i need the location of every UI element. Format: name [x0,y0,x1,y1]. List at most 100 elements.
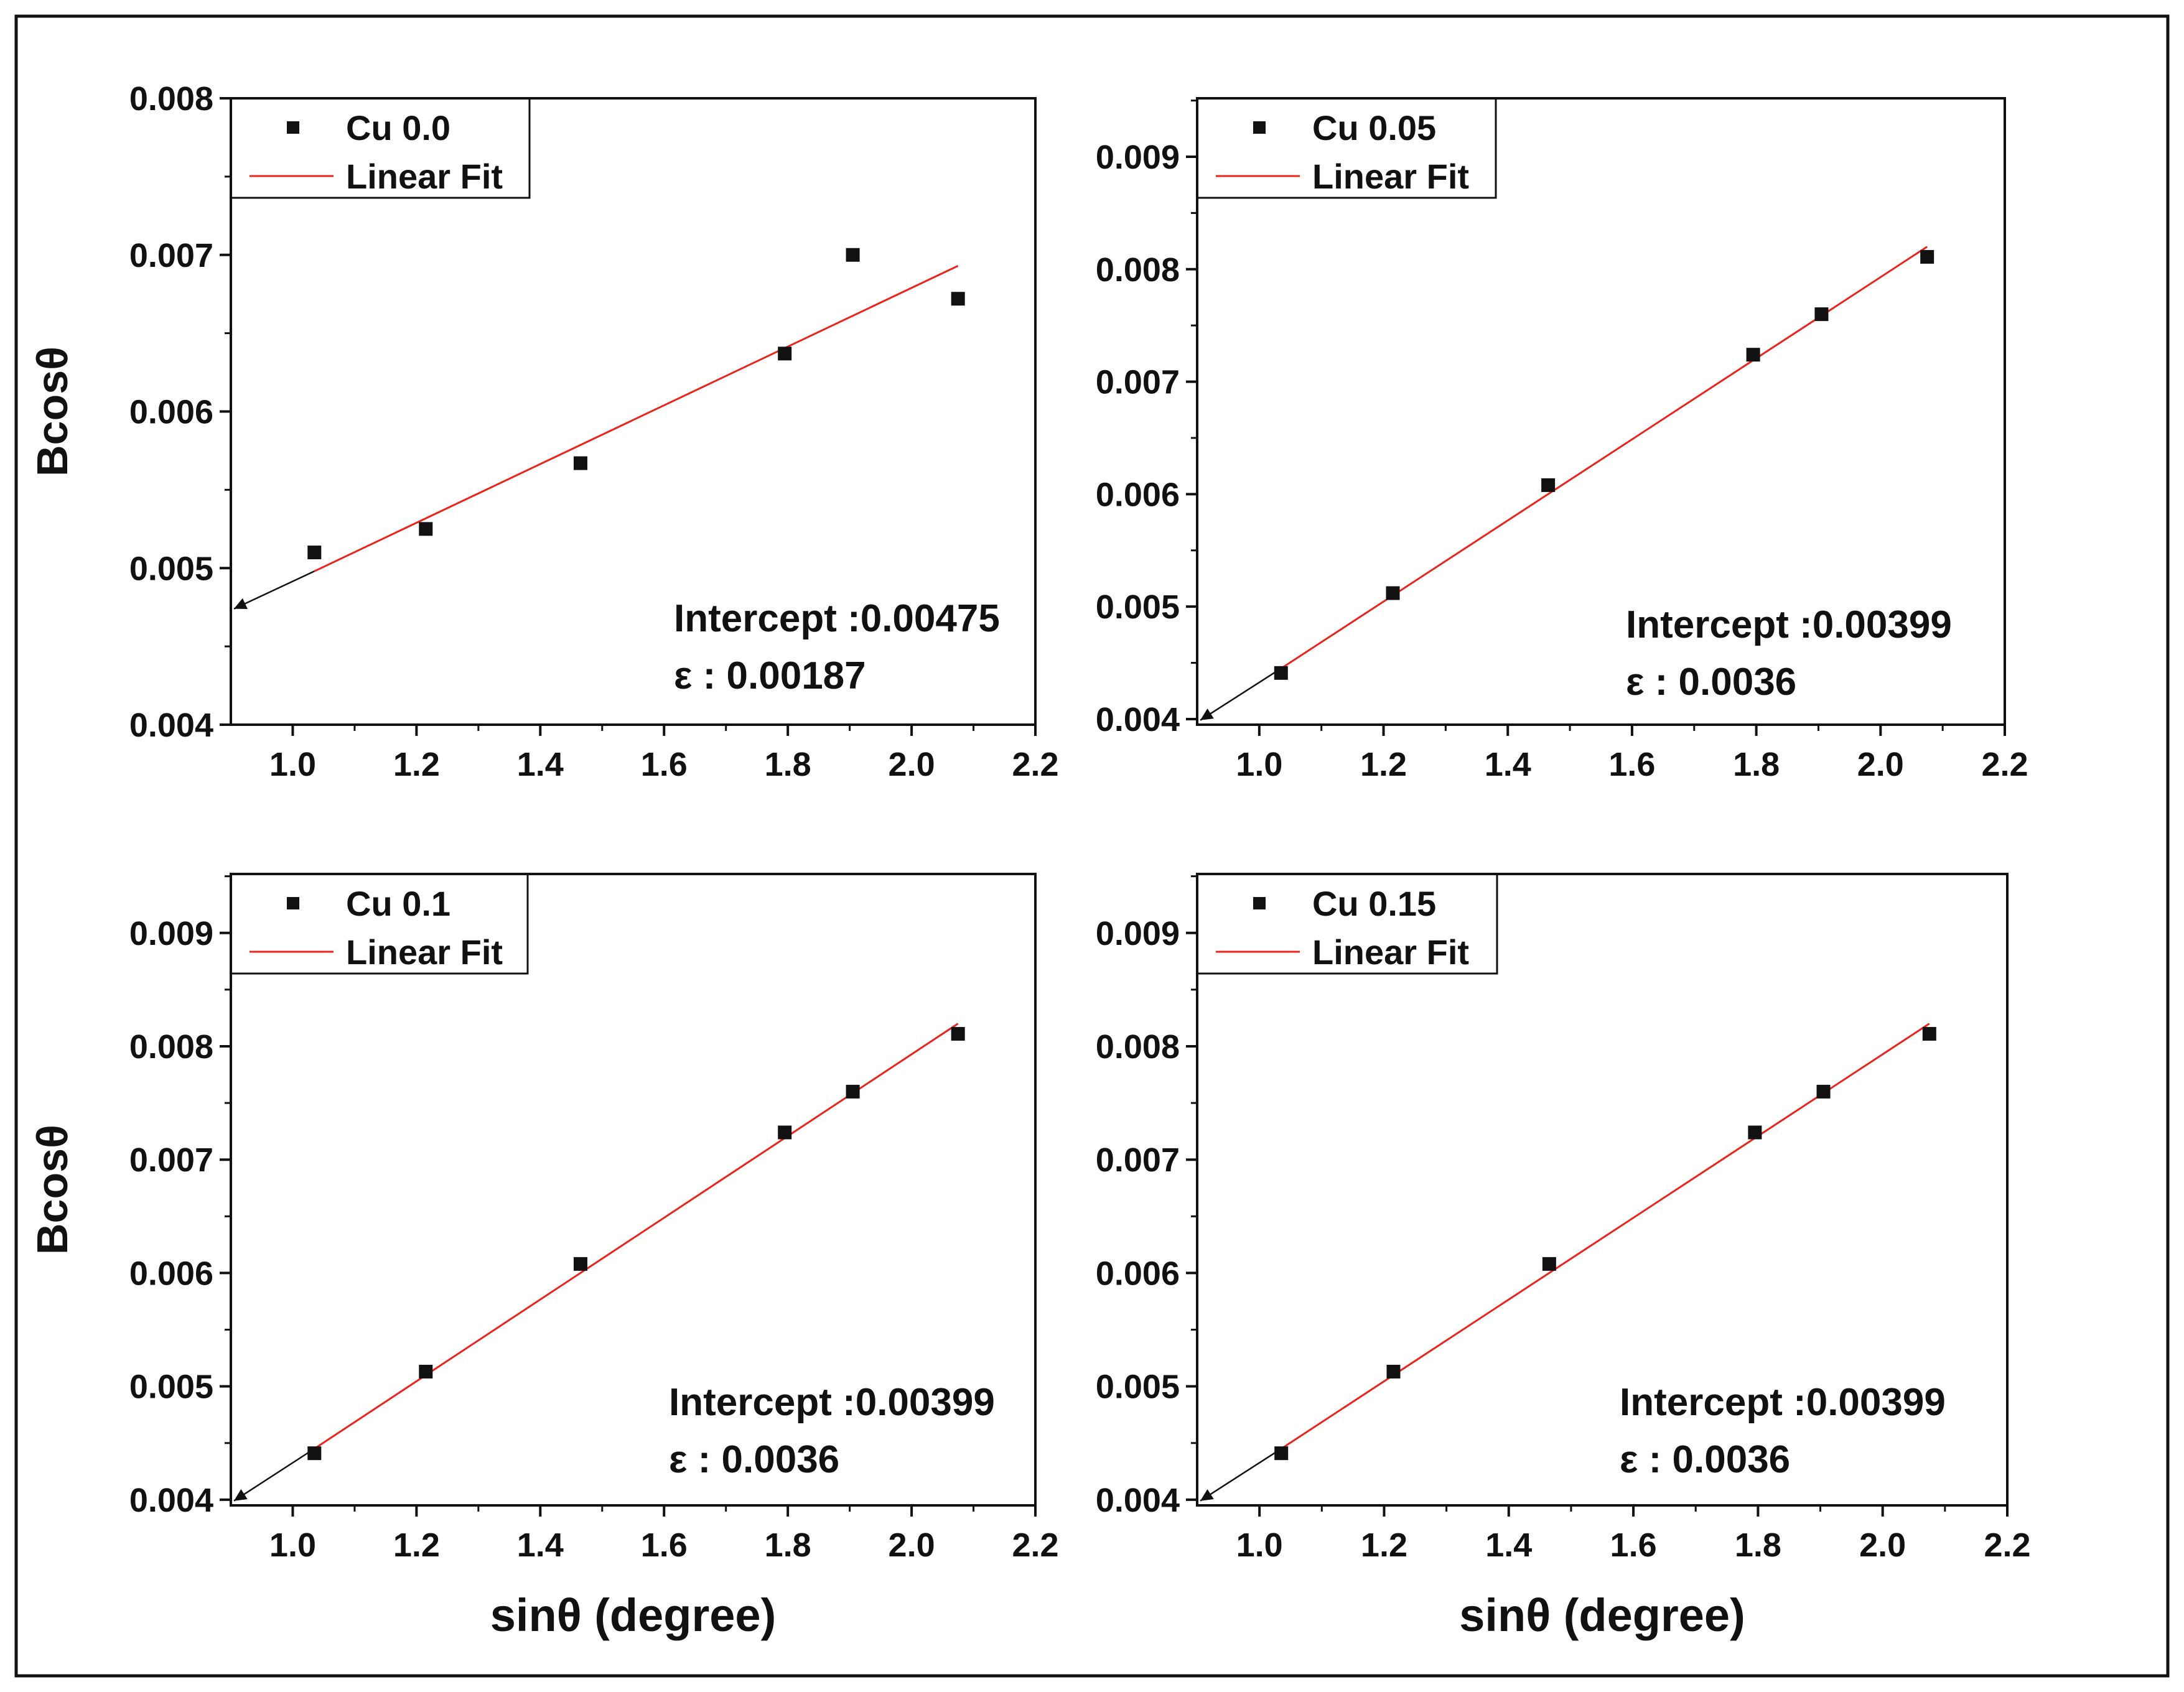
fit-line [314,265,959,572]
legend-frame [231,98,531,199]
data-point [1274,1446,1289,1461]
x-tick-label: 1.2 [393,1527,440,1564]
x-tick-label: 1.4 [1485,1527,1532,1564]
y-tick-label: 0.008 [129,80,213,118]
extrapolation-line [1200,667,1282,721]
extrapolation-arrowhead [233,598,248,609]
x-tick-label: 1.6 [1610,1527,1657,1564]
y-tick-label: 0.007 [129,1141,213,1179]
x-tick-label: 1.8 [765,1527,811,1564]
legend: Cu 0.05 Linear Fit [1197,98,1497,199]
y-tick-label: 0.008 [129,1028,213,1066]
y-tick-label: 0.008 [1096,1028,1180,1066]
y-tick-label: 0.007 [129,237,213,274]
data-point [307,546,322,560]
extrapolation-line [233,570,315,610]
data-point [307,1446,322,1461]
y-tick-label: 0.004 [129,1482,213,1519]
strain-annotation: ε : 0.0036 [669,1438,839,1481]
data-point [1274,666,1288,680]
data-point [1814,307,1829,322]
intercept-annotation: Intercept :0.00399 [1620,1381,1946,1424]
x-tick-label: 1.0 [1236,746,1282,783]
y-tick-label: 0.009 [129,915,213,952]
legend-fit-label: Linear Fit [1312,157,1469,196]
data-point [778,346,792,361]
legend: Cu 0.1 Linear Fit [231,874,529,975]
legend-marker [1253,897,1266,909]
y-tick-label: 0.008 [1096,251,1180,289]
x-axis-label: sinθ (degree) [490,1589,776,1641]
plot-frame [1196,97,2006,726]
x-tick-label: 1.4 [1485,746,1531,783]
x-tick-label: 2.0 [889,746,935,783]
y-tick-label: 0.005 [129,550,213,587]
extrapolation-arrowhead [1200,1489,1214,1501]
data-point [1816,1084,1831,1099]
x-tick-label: 2.2 [1012,1527,1058,1564]
x-tick-label: 1.2 [1361,1527,1407,1564]
x-tick-label: 1.0 [1236,1527,1283,1564]
data-point [1920,249,1934,264]
y-tick-label: 0.004 [1096,1482,1180,1519]
intercept-annotation: Intercept :0.00475 [674,597,1000,640]
extrapolation-line [233,1448,315,1502]
legend: Cu 0.15 Linear Fit [1197,874,1498,975]
data-point [846,1084,860,1099]
intercept-annotation: Intercept :0.00399 [669,1381,995,1424]
x-tick-label: 1.2 [393,746,440,783]
legend: Cu 0.0 Linear Fit [231,98,531,199]
data-point [1922,1026,1936,1041]
data-point [1386,586,1400,600]
x-tick-label: 2.0 [1859,1527,1906,1564]
data-point [846,248,860,262]
legend-frame [1197,874,1498,975]
y-tick-label: 0.009 [1096,915,1180,952]
data-point [419,1364,433,1378]
x-tick-label: 1.8 [1735,1527,1781,1564]
chart-panel-2: 1.0 1.2 1.4 1.6 1.8 2.0 2.2 0.004 0.005 0.006 0.00… [1096,97,2028,783]
y-axis-label: Bcosθ [28,346,77,476]
x-tick-label: 1.6 [641,1527,688,1564]
data-point [951,1026,965,1041]
data-point [573,456,587,470]
y-tick-label: 0.005 [1096,1369,1180,1406]
data-point [1748,1125,1762,1140]
x-tick-label: 2.0 [1857,746,1904,783]
x-tick-label: 1.6 [1608,746,1655,783]
plot-frame [1196,873,2009,1507]
outer-frame [14,14,2170,1678]
data-point [573,1257,587,1271]
y-tick-label: 0.006 [1096,1255,1180,1292]
data-point [951,292,965,306]
legend-marker [287,897,299,909]
legend-fit-label: Linear Fit [346,932,503,972]
y-tick-label: 0.006 [129,1255,213,1292]
chart-panel-1: 1.0 1.2 1.4 1.6 1.8 2.0 2.2 0.004 0.005 0.006 0.00… [28,80,1059,783]
data-point [1746,348,1760,362]
x-tick-label: 1.4 [517,1527,564,1564]
data-point [1542,1257,1556,1271]
legend-marker [287,121,299,134]
y-tick-label: 0.004 [1096,701,1180,738]
x-tick-label: 2.2 [1984,1527,2030,1564]
y-tick-label: 0.009 [1096,139,1180,176]
data-point [1541,478,1556,492]
strain-annotation: ε : 0.00187 [674,654,866,697]
legend-marker [1253,121,1266,134]
strain-annotation: ε : 0.0036 [1626,661,1796,704]
y-tick-label: 0.005 [129,1369,213,1406]
x-tick-label: 1.2 [1360,746,1407,783]
x-tick-label: 2.2 [1981,746,2028,783]
legend-fit-label: Linear Fit [1312,932,1469,972]
data-point [419,522,433,536]
x-tick-label: 1.8 [765,746,811,783]
legend-series-label: Cu 0.15 [1312,884,1436,923]
intercept-annotation: Intercept :0.00399 [1626,603,1952,646]
y-tick-label: 0.007 [1096,364,1180,401]
legend-series-label: Cu 0.05 [1312,108,1436,147]
x-tick-label: 1.4 [517,746,564,783]
x-tick-label: 1.0 [269,1527,316,1564]
extrapolation-line [1200,1448,1282,1502]
y-tick-label: 0.007 [1096,1141,1180,1179]
